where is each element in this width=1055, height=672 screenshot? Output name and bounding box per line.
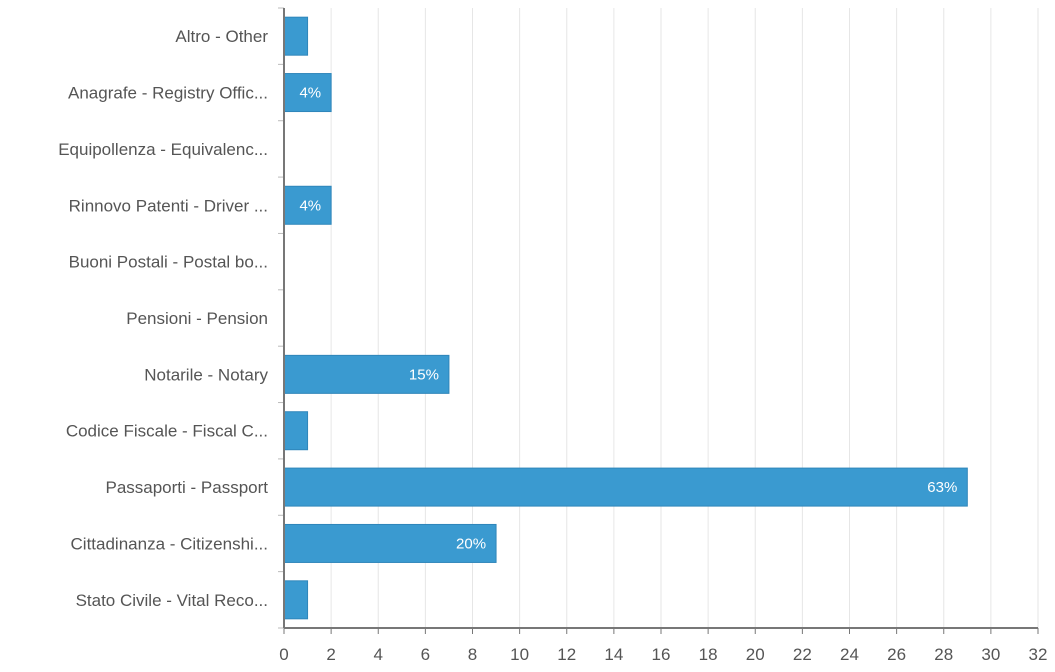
x-tick-label: 28 [934, 645, 953, 664]
x-tick-label: 20 [746, 645, 765, 664]
x-tick-label: 12 [557, 645, 576, 664]
x-tick-label: 24 [840, 645, 859, 664]
bar [283, 523, 497, 563]
data-label: 63% [927, 479, 957, 496]
x-tick-label: 0 [279, 645, 288, 664]
x-tick-label: 10 [510, 645, 529, 664]
x-tick-label: 30 [981, 645, 1000, 664]
category-label: Passaporti - Passport [105, 478, 268, 497]
category-label: Pensioni - Pension [126, 309, 268, 328]
x-tick-label: 4 [374, 645, 383, 664]
x-tick-label: 8 [468, 645, 477, 664]
x-tick-label: 26 [887, 645, 906, 664]
bar [283, 580, 309, 620]
axes [278, 7, 1039, 634]
data-labels: 4% 4% 15% 63% 20% [299, 85, 957, 553]
x-tick-label: 32 [1029, 645, 1048, 664]
bar [283, 185, 332, 225]
category-label: Altro - Other [175, 27, 268, 46]
x-tick-labels: 0 2 4 6 8 10 12 14 16 18 20 22 24 26 28 30 32 [279, 645, 1047, 664]
x-tick-label: 6 [421, 645, 430, 664]
category-label: Equipollenza - Equivalenc... [58, 140, 268, 159]
data-label: 4% [299, 197, 321, 214]
category-label: Rinnovo Patenti - Driver ... [69, 196, 268, 215]
bar [283, 411, 309, 451]
data-label: 15% [409, 366, 439, 383]
bar [283, 354, 450, 394]
category-labels: Altro - Other Anagrafe - Registry Offic..… [58, 27, 268, 610]
bar [283, 73, 332, 113]
category-label: Codice Fiscale - Fiscal C... [66, 422, 268, 441]
bar [283, 16, 309, 56]
x-tick-label: 2 [326, 645, 335, 664]
category-label: Cittadinanza - Citizenshi... [71, 534, 268, 553]
x-tick-label: 22 [793, 645, 812, 664]
bar [283, 467, 968, 507]
category-label: Buoni Postali - Postal bo... [69, 253, 268, 272]
x-tick-label: 18 [699, 645, 718, 664]
grid-lines [330, 8, 1039, 628]
category-label: Anagrafe - Registry Offic... [68, 84, 268, 103]
bars [283, 16, 968, 620]
category-label: Notarile - Notary [144, 365, 268, 384]
x-tick-label: 14 [604, 645, 623, 664]
data-label: 4% [299, 85, 321, 102]
data-label: 20% [456, 535, 486, 552]
category-label: Stato Civile - Vital Reco... [76, 591, 268, 610]
x-tick-label: 16 [652, 645, 671, 664]
